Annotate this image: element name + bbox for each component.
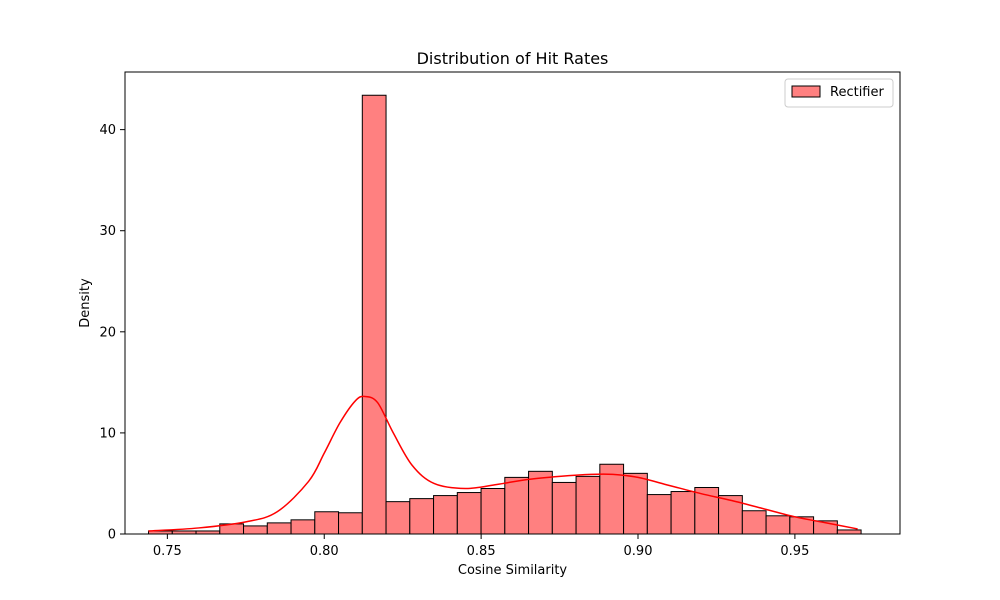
histogram-bar (670, 491, 696, 535)
y-tick-label: 40 (99, 123, 116, 138)
y-tick-label: 20 (99, 325, 116, 340)
histogram-bar (314, 511, 340, 535)
histogram-bar (480, 488, 506, 535)
histogram-bar (266, 522, 292, 535)
histogram-bar (504, 476, 530, 535)
histogram-bar (575, 475, 601, 535)
histogram-bar (765, 515, 791, 535)
legend-swatch (791, 85, 821, 98)
x-tick-label: 0.85 (467, 544, 496, 559)
bars-group (148, 94, 862, 535)
histogram-bar (361, 94, 387, 535)
histogram-bar (433, 495, 458, 535)
histogram-bar (836, 529, 862, 535)
y-axis-ticks: 0 10 20 30 40 (99, 123, 125, 543)
histogram-bar (623, 472, 648, 535)
plot-frame (124, 71, 901, 535)
chart-title: Distribution of Hit Rates (417, 49, 609, 68)
histogram-bar (551, 481, 577, 535)
histogram-bar (646, 494, 672, 535)
histogram-bar (409, 498, 435, 535)
x-axis-label: Cosine Similarity (458, 563, 568, 578)
histogram-bar (741, 510, 767, 535)
histogram-bar (385, 501, 411, 535)
y-tick-label: 10 (99, 426, 116, 441)
y-tick-label: 30 (99, 224, 116, 239)
histogram-bar (290, 519, 316, 535)
histogram-bar (718, 495, 743, 535)
x-tick-label: 0.90 (624, 544, 653, 559)
histogram-bar (243, 525, 268, 535)
x-tick-label: 0.80 (310, 544, 339, 559)
y-tick-label: 0 (108, 528, 116, 543)
legend: Rectifier (784, 78, 894, 108)
legend-label: Rectifier (830, 85, 884, 100)
histogram-bar (456, 492, 482, 535)
histogram-bar (528, 470, 553, 535)
x-axis-ticks: 0.75 0.80 0.85 0.90 0.95 (153, 534, 809, 559)
x-tick-label: 0.95 (780, 544, 809, 559)
y-axis-label: Density (78, 278, 93, 328)
histogram-bar (338, 512, 363, 535)
x-tick-label: 0.75 (153, 544, 182, 559)
kde-curve (148, 395, 858, 532)
